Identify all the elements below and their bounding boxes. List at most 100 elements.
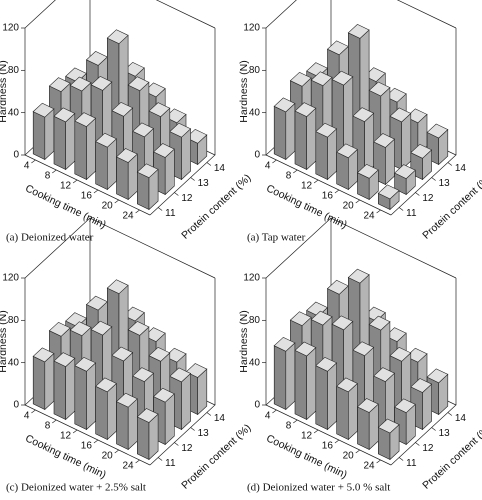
bar-front-face (107, 138, 117, 191)
x-tick-label: 20 (343, 201, 355, 212)
z-tick-label: 0 (254, 150, 260, 161)
bar-top-face (384, 327, 407, 342)
y-tick-label: 12 (181, 193, 193, 204)
x-tick-label: 12 (60, 181, 72, 192)
bar (336, 143, 358, 191)
bar-top-face (373, 133, 396, 148)
bar (410, 378, 433, 431)
y-tick-label: 14 (455, 163, 467, 174)
bar-top-face (405, 347, 428, 363)
bar-top-face (164, 108, 187, 124)
y-tick (206, 162, 212, 166)
bar-top-face (132, 367, 155, 382)
bar-top-face (364, 67, 386, 82)
x-tick-label: 4 (265, 411, 271, 422)
z-tick-label: 80 (8, 315, 20, 326)
bar-top-face (368, 315, 391, 331)
bar-top-face (356, 398, 379, 413)
bar-front-face (44, 108, 55, 161)
bar-front-face (65, 112, 76, 171)
bar-top-face (347, 24, 370, 39)
bar-top-face (289, 311, 312, 327)
y-tick-label: 11 (165, 458, 176, 469)
z-axis-title: Hardness (N) (238, 310, 250, 372)
bar (153, 143, 175, 196)
bar-side-face (294, 349, 307, 420)
bar-top-face (310, 71, 333, 87)
bar-front-face (44, 352, 55, 411)
bar-top-face (106, 29, 129, 45)
bar-top-face (69, 321, 92, 337)
bar-top-face (48, 321, 71, 337)
bar-top-face (32, 102, 55, 118)
y-tick-label: 14 (455, 413, 467, 424)
z-axis-title: Hardness (N) (238, 60, 250, 122)
x-tick-label: 24 (363, 211, 375, 222)
x-tick (31, 159, 36, 164)
bar (95, 377, 117, 441)
bar-top-face (153, 143, 175, 158)
bar-top-face (148, 102, 171, 117)
bar (74, 356, 97, 431)
y-tick-label: 11 (406, 458, 417, 469)
bar-top-face (273, 336, 296, 352)
y-tick (415, 442, 420, 446)
bar-front-face (285, 102, 296, 161)
y-tick (190, 177, 195, 181)
bar (315, 122, 338, 181)
bar-side-face (32, 355, 46, 410)
bar-top-face (352, 107, 375, 122)
y-tick-label: 13 (198, 178, 210, 189)
bar-side-face (294, 110, 307, 170)
bar-top-face (32, 347, 55, 363)
bar-top-face (310, 310, 333, 326)
bar-top-face (136, 163, 159, 179)
bar-top-face (74, 112, 97, 127)
bar-top-face (410, 143, 433, 159)
bar-top-face (169, 367, 192, 383)
bar-top-face (373, 367, 396, 382)
y-tick (447, 162, 453, 166)
y-tick (431, 427, 436, 431)
y-axis-title: Protein content (%) (179, 422, 253, 492)
y-axis-title: Protein content (%) (179, 172, 253, 242)
y-tick-label: 14 (214, 413, 226, 424)
x-tick-label: 8 (286, 421, 292, 432)
z-tick-label: 80 (8, 65, 20, 76)
bar-top-face (95, 377, 117, 393)
x-tick-label: 24 (122, 461, 134, 472)
x-tick-label: 16 (81, 191, 93, 202)
y-tick-label: 14 (214, 163, 226, 174)
bar (115, 148, 138, 201)
x-tick (293, 419, 298, 424)
bar-top-face (289, 71, 312, 87)
y-tick-label: 11 (165, 208, 176, 219)
bar-top-face (389, 346, 412, 362)
bar-top-face (394, 164, 416, 179)
x-tick-label: 16 (322, 191, 334, 202)
bar-top-face (273, 97, 296, 113)
top-back-edge (24, 0, 216, 29)
x-tick-label: 8 (45, 421, 51, 432)
x-tick (93, 189, 99, 194)
bar-front-face (86, 362, 96, 431)
bar-front-face (181, 128, 191, 181)
bar-side-face (95, 385, 108, 440)
bar (356, 163, 379, 201)
bar-top-face (352, 341, 375, 357)
y-tick (415, 192, 420, 196)
bar-top-face (74, 356, 97, 372)
x-tick (272, 159, 277, 164)
z-tick-label: 120 (243, 23, 260, 34)
y-tick (398, 457, 404, 461)
bar-top-face (364, 306, 386, 322)
x-tick (313, 179, 319, 184)
bar-top-face (136, 408, 159, 423)
bar-top-face (115, 392, 138, 408)
bar-front-face (164, 393, 175, 446)
bar-top-face (394, 398, 416, 414)
bar (273, 97, 296, 161)
bar-side-face (32, 111, 46, 160)
z-axis-title: Hardness (N) (0, 310, 9, 372)
